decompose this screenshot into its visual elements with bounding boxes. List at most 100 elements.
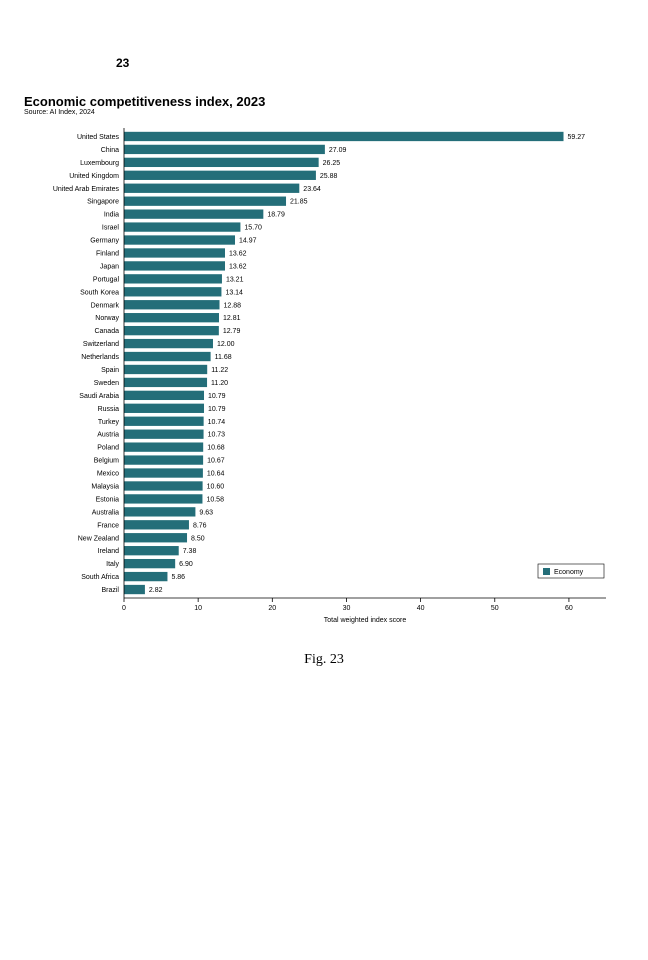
value-label: 21.85 — [290, 199, 308, 206]
value-label: 10.60 — [207, 483, 225, 490]
bar — [124, 507, 195, 516]
bar — [124, 261, 225, 270]
bar — [124, 235, 235, 244]
category-label: South Africa — [81, 574, 119, 581]
bar — [124, 248, 225, 257]
value-label: 14.97 — [239, 238, 257, 245]
bar — [124, 559, 175, 568]
category-label: Australia — [92, 509, 119, 516]
bar — [124, 481, 203, 490]
value-label: 11.22 — [211, 367, 228, 374]
value-label: 11.68 — [215, 354, 232, 361]
category-label: India — [104, 212, 119, 219]
bar — [124, 171, 316, 180]
x-tick-label: 50 — [491, 605, 499, 612]
bar — [124, 572, 167, 581]
value-label: 59.27 — [568, 134, 586, 141]
chart-title: Economic competitiveness index, 2023 — [24, 94, 624, 109]
value-label: 13.62 — [229, 263, 247, 270]
x-tick-label: 60 — [565, 605, 573, 612]
category-label: Luxembourg — [80, 160, 119, 167]
value-label: 26.25 — [323, 160, 341, 167]
bar — [124, 494, 202, 503]
x-axis-title: Total weighted index score — [324, 617, 407, 624]
category-label: Estonia — [96, 496, 119, 503]
bar — [124, 287, 221, 296]
category-label: Mexico — [97, 471, 119, 478]
category-label: Switzerland — [83, 341, 119, 348]
bar — [124, 365, 207, 374]
category-label: Finland — [96, 250, 119, 257]
value-label: 25.88 — [320, 173, 338, 180]
value-label: 5.86 — [171, 574, 185, 581]
category-label: Russia — [98, 406, 120, 413]
value-label: 11.20 — [211, 380, 228, 387]
value-label: 10.74 — [208, 419, 226, 426]
category-label: Poland — [97, 445, 119, 452]
bar — [124, 378, 207, 387]
bar — [124, 352, 211, 361]
value-label: 15.70 — [244, 225, 262, 232]
value-label: 12.00 — [217, 341, 235, 348]
category-label: New Zealand — [78, 535, 119, 542]
value-label: 9.63 — [199, 509, 213, 516]
value-label: 10.67 — [207, 458, 225, 465]
value-label: 23.64 — [303, 186, 321, 193]
chart: United States59.27China27.09Luxembourg26… — [24, 124, 624, 624]
category-label: Sweden — [94, 380, 119, 387]
value-label: 12.88 — [224, 302, 242, 309]
bar — [124, 326, 219, 335]
bar — [124, 197, 286, 206]
bar — [124, 585, 145, 594]
bar — [124, 468, 203, 477]
page: { "page_number": "23", "title": "Economi… — [0, 0, 648, 960]
x-tick-label: 30 — [343, 605, 351, 612]
category-label: Ireland — [98, 548, 120, 555]
category-label: Israel — [102, 225, 120, 232]
page-number: 23 — [116, 56, 624, 70]
value-label: 18.79 — [267, 212, 285, 219]
bar — [124, 430, 204, 439]
value-label: 27.09 — [329, 147, 347, 154]
value-label: 10.64 — [207, 471, 225, 478]
value-label: 12.81 — [223, 315, 241, 322]
value-label: 13.62 — [229, 250, 247, 257]
value-label: 12.79 — [223, 328, 241, 335]
category-label: Germany — [90, 238, 119, 245]
category-label: Brazil — [101, 587, 119, 594]
bar — [124, 184, 299, 193]
category-label: Turkey — [98, 419, 120, 426]
value-label: 10.68 — [207, 445, 225, 452]
category-label: Saudi Arabia — [79, 393, 119, 400]
category-label: Spain — [101, 367, 119, 374]
category-label: United Kingdom — [69, 173, 119, 180]
chart-svg: United States59.27China27.09Luxembourg26… — [24, 124, 624, 624]
category-label: Malaysia — [91, 483, 119, 490]
bar — [124, 300, 220, 309]
category-label: France — [97, 522, 119, 529]
value-label: 8.50 — [191, 535, 205, 542]
bar — [124, 455, 203, 464]
value-label: 7.38 — [183, 548, 197, 555]
category-label: Austria — [97, 432, 119, 439]
category-label: Italy — [106, 561, 119, 568]
bar — [124, 313, 219, 322]
bar — [124, 209, 263, 218]
bar — [124, 533, 187, 542]
value-label: 6.90 — [179, 561, 193, 568]
bar — [124, 391, 204, 400]
x-tick-label: 0 — [122, 605, 126, 612]
category-label: Japan — [100, 263, 119, 270]
category-label: South Korea — [80, 289, 119, 296]
bar — [124, 274, 222, 283]
category-label: Belgium — [94, 458, 119, 465]
value-label: 10.73 — [208, 432, 226, 439]
category-label: Singapore — [87, 199, 119, 206]
x-tick-label: 10 — [194, 605, 202, 612]
category-label: Portugal — [93, 276, 120, 283]
category-label: Netherlands — [81, 354, 119, 361]
bar — [124, 520, 189, 529]
bar — [124, 222, 240, 231]
category-label: United States — [77, 134, 120, 141]
bar — [124, 442, 203, 451]
